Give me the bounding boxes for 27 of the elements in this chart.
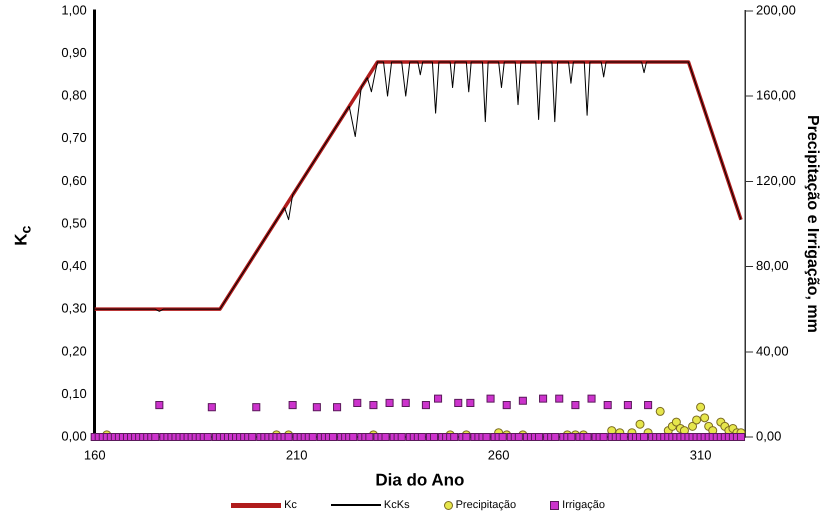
y2-tick-label: 120,00 [756, 172, 796, 188]
y-tick-label: 0,70 [61, 130, 87, 146]
legend-label: Precipitação [456, 499, 516, 511]
y2-tick-label: 0,00 [756, 428, 782, 444]
x-tick-label: 160 [84, 447, 106, 462]
y2-tick-label: 80,00 [756, 258, 789, 274]
x-axis-title: Dia do Ano [375, 470, 464, 490]
legend-label: KcKs [384, 499, 410, 511]
x-tick-label: 260 [488, 447, 510, 462]
x-tick-label: 210 [286, 447, 308, 462]
y-tick-label: 0,40 [61, 258, 87, 274]
y-tick-label: 0,90 [61, 45, 87, 60]
y-tick-label: 0,50 [61, 215, 87, 230]
y-tick-label: 0,10 [61, 386, 87, 401]
y-tick-label: 0,00 [61, 428, 87, 444]
y2-tick-label: 40,00 [756, 343, 789, 358]
legend-label: Irrigação [562, 499, 605, 511]
y-tick-label: 0,30 [61, 300, 87, 316]
y-tick-label: 0,60 [61, 172, 87, 188]
y2-axis-title: Precipitação e Irrigação, mm [804, 114, 821, 333]
legend-label: Kc [284, 499, 297, 511]
y-tick-label: 1,00 [61, 2, 87, 18]
x-tick-label: 310 [690, 447, 712, 462]
y2-tick-label: 160,00 [756, 88, 796, 103]
y-tick-label: 0,20 [61, 343, 87, 358]
y2-tick-label: 200,00 [756, 2, 796, 18]
y-tick-label: 0,80 [61, 88, 87, 103]
